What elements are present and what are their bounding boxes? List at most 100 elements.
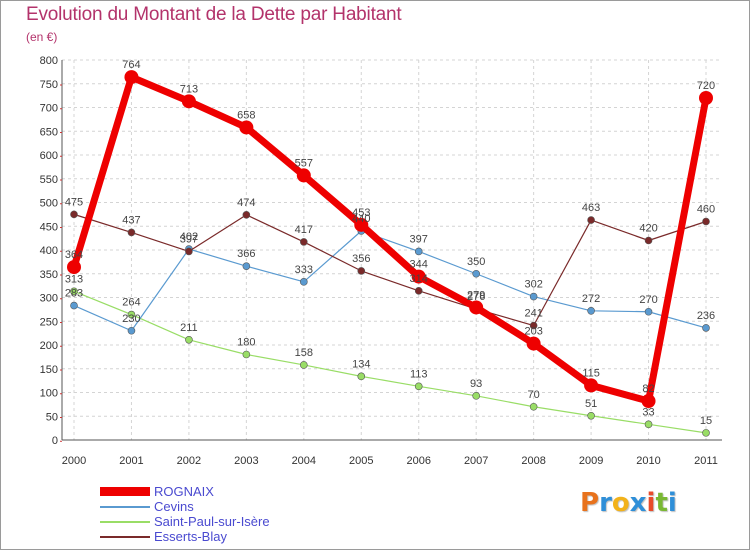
data-point-rognaix [239, 120, 254, 135]
y-tick-label: 200 [40, 340, 58, 352]
data-label-esserts-blay: 241 [524, 308, 542, 320]
data-point-esserts-blay [242, 211, 251, 219]
legend-item-rognaix[interactable]: ROGNAIX [100, 484, 330, 499]
legend-label-rognaix: ROGNAIX [154, 484, 214, 499]
data-point-esserts-blay [300, 238, 308, 246]
data-label-esserts-blay: 417 [295, 224, 313, 236]
legend-item-cevins[interactable]: Cevins [100, 499, 330, 514]
data-label-cevins: 333 [295, 264, 313, 276]
data-point-rognaix [469, 300, 484, 315]
data-point-esserts-blay [529, 321, 538, 330]
series-line-rognaix [70, 73, 710, 405]
x-tick-label: 2007 [464, 455, 488, 467]
x-tick-label: 2004 [292, 455, 316, 467]
data-point-esserts-blay [414, 287, 423, 295]
data-point-rognaix [411, 269, 426, 284]
data-label-esserts-blay: 460 [697, 204, 715, 216]
x-tick-label: 2002 [177, 455, 201, 467]
data-label-rognaix: 713 [180, 83, 198, 95]
data-point-rognaix [296, 168, 311, 183]
data-label-cevins: 270 [639, 294, 657, 306]
legend-item-esserts-blay[interactable]: Esserts-Blay [100, 529, 330, 544]
x-tick-label: 2005 [349, 455, 373, 467]
proxiti-logo: Proxiti [580, 488, 677, 518]
y-tick-label: 400 [40, 245, 58, 257]
y-tick-label: 100 [40, 388, 58, 400]
data-label-saint-paul: 313 [65, 273, 83, 285]
data-point-cevins [702, 324, 710, 332]
data-point-cevins [644, 307, 653, 316]
y-tick-label: 350 [40, 269, 58, 281]
y-tick-label: 300 [40, 293, 58, 305]
data-label-esserts-blay: 437 [122, 214, 140, 226]
x-tick-label: 2000 [62, 455, 86, 467]
logo-letter: r [599, 488, 612, 518]
data-label-cevins: 402 [180, 231, 198, 243]
logo-letter: t [655, 488, 668, 518]
y-tick-label: 50 [46, 411, 58, 423]
data-label-rognaix: 344 [410, 259, 428, 271]
data-label-rognaix: 203 [524, 326, 542, 338]
y-tick-label: 0 [52, 435, 58, 447]
data-label-saint-paul: 211 [180, 322, 198, 334]
data-point-esserts-blay [357, 267, 366, 275]
data-label-rognaix: 658 [237, 109, 255, 121]
y-tick-label: 700 [40, 103, 58, 115]
data-label-esserts-blay: 474 [237, 197, 255, 209]
series-line-esserts-blay [73, 213, 707, 327]
data-point-cevins [414, 247, 423, 256]
data-label-rognaix: 557 [295, 157, 313, 169]
data-point-rognaix [584, 378, 599, 393]
x-tick-label: 2006 [406, 455, 430, 467]
legend-swatch-esserts-blay [100, 536, 150, 538]
data-point-cevins [70, 301, 78, 310]
data-point-esserts-blay [185, 247, 193, 256]
data-label-esserts-blay: 397 [180, 233, 198, 245]
data-label-cevins: 236 [697, 310, 715, 322]
data-label-cevins: 302 [524, 279, 542, 291]
data-label-saint-paul: 158 [295, 347, 313, 359]
legend-swatch-cevins [100, 506, 150, 508]
data-point-rognaix [641, 394, 656, 409]
x-tick-label: 2008 [521, 455, 545, 467]
data-label-saint-paul: 93 [470, 378, 482, 390]
data-label-cevins: 272 [582, 293, 600, 305]
series-line-saint-paul [73, 290, 707, 434]
data-label-cevins: 283 [65, 288, 83, 300]
y-tick-label: 550 [40, 174, 58, 186]
data-point-saint-paul [472, 392, 480, 400]
x-tick-label: 2001 [119, 455, 143, 467]
data-point-cevins [127, 326, 136, 335]
data-point-esserts-blay [127, 228, 136, 237]
x-tick-label: 2011 [694, 455, 718, 467]
x-tick-label: 2010 [636, 455, 660, 467]
legend-swatch-rognaix [100, 487, 150, 496]
data-label-cevins: 397 [410, 233, 428, 245]
chart-title: Evolution du Montant de la Dette par Hab… [26, 4, 402, 25]
y-tick-label: 650 [40, 126, 58, 138]
legend-item-saint-paul[interactable]: Saint-Paul-sur-Isère [100, 514, 330, 529]
data-label-saint-paul: 15 [700, 415, 712, 427]
data-label-rognaix: 82 [642, 383, 654, 395]
data-point-rognaix [67, 260, 81, 275]
data-label-esserts-blay: 314 [410, 273, 428, 285]
data-point-cevins [587, 306, 595, 315]
data-label-rognaix: 279 [467, 289, 485, 301]
data-label-rognaix: 364 [65, 249, 83, 261]
data-point-saint-paul [529, 402, 538, 411]
data-label-esserts-blay: 463 [582, 202, 600, 214]
data-label-rognaix: 115 [582, 367, 600, 379]
data-label-saint-paul: 180 [237, 337, 255, 349]
logo-letter: o [611, 488, 630, 518]
data-point-rognaix [124, 70, 139, 85]
y-tick-label: 500 [40, 198, 58, 210]
data-point-cevins [242, 262, 251, 270]
data-point-saint-paul [185, 335, 193, 344]
logo-letter: P [580, 488, 600, 518]
legend-label-saint-paul: Saint-Paul-sur-Isère [154, 514, 270, 529]
data-point-saint-paul [587, 411, 595, 420]
chart-unit-label: (en €) [26, 30, 58, 44]
data-point-saint-paul [300, 361, 308, 369]
data-label-cevins: 350 [467, 256, 485, 268]
